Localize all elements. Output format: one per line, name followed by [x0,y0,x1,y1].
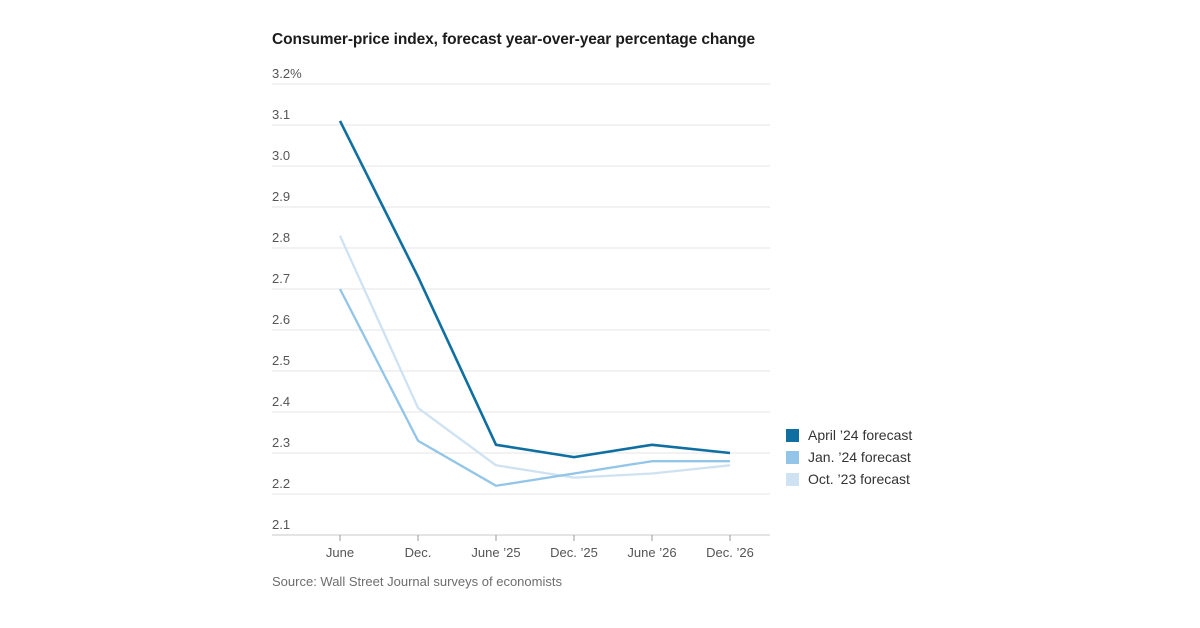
chart-legend: April ’24 forecast Jan. ’24 forecast Oct… [786,424,912,490]
legend-item-oct-23: Oct. ’23 forecast [786,468,912,490]
source-attribution: Source: Wall Street Journal surveys of e… [272,574,562,589]
y-axis-tick-label: 2.4 [272,394,290,409]
legend-item-april-24: April ’24 forecast [786,424,912,446]
chart-title: Consumer-price index, forecast year-over… [272,31,756,48]
y-axis-tick-label: 2.7 [272,271,290,286]
x-axis-tick-label: Dec. ’25 [550,545,598,560]
x-axis-tick-label: June [326,545,354,560]
series-line [338,288,730,487]
series-line [338,120,731,459]
cpi-forecast-line-chart: 3.2% 3.1 3.0 2.9 2.8 2.7 2.6 2.5 2.4 2.3 2.2 2.1 Jun… [272,66,770,560]
legend-swatch-jan-24-icon [786,450,799,464]
y-axis-tick-label: 2.8 [272,230,290,245]
x-axis-tick-label: Dec. [405,545,432,560]
y-axis-tick-label: 2.9 [272,189,290,204]
y-axis-tick-label: 2.5 [272,353,290,368]
legend-swatch-april-24-icon [786,428,799,442]
y-axis-tick-label: 2.2 [272,476,290,491]
x-axis-tick-label: Dec. ’26 [706,545,754,560]
legend-label: Jan. ’24 forecast [808,449,911,465]
y-axis-tick-label: 2.6 [272,312,290,327]
series-line [338,235,731,479]
y-axis-tick-label: 2.1 [272,517,290,532]
legend-label: Oct. ’23 forecast [808,471,910,487]
y-axis-tick-label: 3.0 [272,148,290,163]
y-axis-tick-label: 3.1 [272,107,290,122]
legend-swatch-oct-23-icon [786,472,799,486]
legend-item-jan-24: Jan. ’24 forecast [786,446,912,468]
y-axis-tick-label: 2.3 [272,435,290,450]
x-axis-tick-label: June ’25 [471,545,520,560]
x-axis-tick-label: June ’26 [627,545,676,560]
y-axis-tick-label: 3.2% [272,66,302,81]
legend-label: April ’24 forecast [808,427,913,443]
